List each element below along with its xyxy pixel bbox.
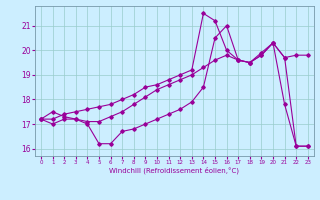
X-axis label: Windchill (Refroidissement éolien,°C): Windchill (Refroidissement éolien,°C)	[109, 167, 239, 174]
